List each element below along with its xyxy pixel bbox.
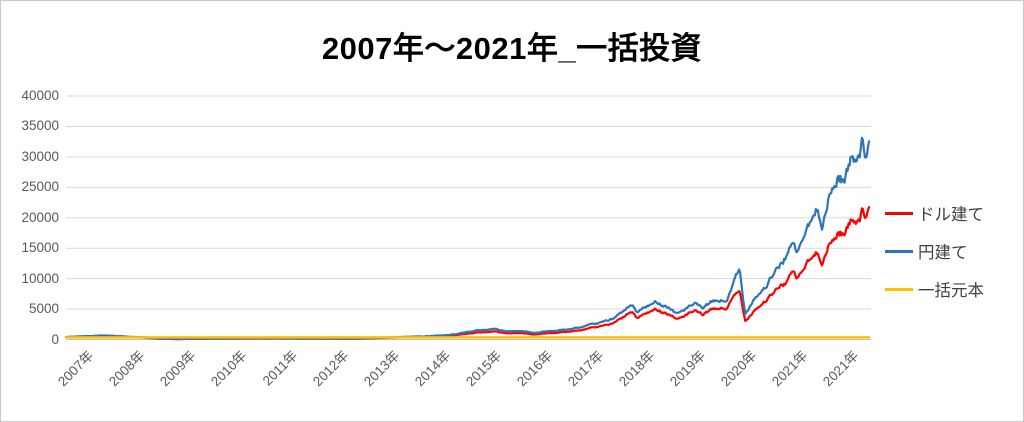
y-axis-label: 30000 <box>21 148 59 164</box>
legend-swatch-yen-icon <box>885 249 913 253</box>
legend-item-dollar: ドル建て <box>885 201 984 225</box>
legend-item-yen: 円建て <box>885 239 984 263</box>
y-axis-label: 40000 <box>21 88 59 103</box>
legend: ドル建て 円建て 一括元本 <box>885 201 984 315</box>
y-axis-label: 35000 <box>21 118 59 134</box>
chart-title: 2007年〜2021年_一括投資 <box>321 31 703 66</box>
legend-item-principal: 一括元本 <box>885 277 984 301</box>
y-axis-label: 10000 <box>21 270 59 286</box>
y-axis-label: 15000 <box>21 240 59 256</box>
legend-swatch-principal-icon <box>885 287 913 291</box>
series-line-dollar <box>64 206 871 341</box>
y-axis-label: 0 <box>51 331 59 347</box>
legend-label-yen: 円建て <box>918 244 968 262</box>
y-axis-label: 5000 <box>28 301 59 317</box>
y-axis-label: 20000 <box>21 209 59 225</box>
legend-swatch-dollar-icon <box>885 211 913 215</box>
legend-label-principal: 一括元本 <box>918 282 984 300</box>
legend-label-dollar: ドル建て <box>918 206 984 224</box>
y-axis-label: 25000 <box>21 179 59 195</box>
